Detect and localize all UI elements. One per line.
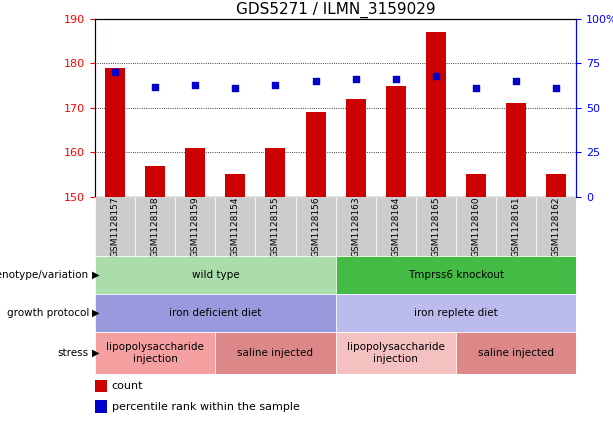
Text: count: count [112, 382, 143, 391]
Text: ▶: ▶ [92, 308, 99, 318]
Bar [175, 197, 215, 256]
Point [471, 85, 481, 92]
Bar [105, 68, 125, 197]
Bar [145, 166, 165, 197]
Text: wild type: wild type [191, 270, 239, 280]
Point [311, 78, 321, 85]
Point [551, 85, 561, 92]
Text: GSM1128157: GSM1128157 [110, 196, 120, 257]
Bar [135, 197, 175, 256]
Bar [95, 256, 336, 294]
Bar [95, 294, 336, 332]
Point [391, 76, 401, 83]
Text: GSM1128164: GSM1128164 [391, 196, 400, 257]
Bar [336, 256, 576, 294]
Text: ▶: ▶ [92, 270, 99, 280]
Text: lipopolysaccharide
injection: lipopolysaccharide injection [106, 342, 204, 364]
Bar [466, 175, 486, 197]
Point [270, 81, 280, 88]
Text: GSM1128156: GSM1128156 [311, 196, 320, 257]
Text: ▶: ▶ [92, 348, 99, 358]
Bar [456, 197, 496, 256]
Text: GSM1128158: GSM1128158 [151, 196, 159, 257]
Text: genotype/variation: genotype/variation [0, 270, 89, 280]
Bar [546, 175, 566, 197]
Text: iron deficient diet: iron deficient diet [169, 308, 262, 318]
Bar [215, 332, 336, 374]
Text: Tmprss6 knockout: Tmprss6 knockout [408, 270, 504, 280]
Bar [336, 294, 576, 332]
Bar [416, 197, 456, 256]
Bar [386, 86, 406, 197]
Text: growth protocol: growth protocol [7, 308, 89, 318]
Bar [536, 197, 576, 256]
Bar [426, 33, 446, 197]
Text: saline injected: saline injected [237, 348, 313, 358]
Text: lipopolysaccharide
injection: lipopolysaccharide injection [347, 342, 444, 364]
Bar [95, 197, 135, 256]
Bar [295, 197, 336, 256]
Bar [215, 197, 256, 256]
Text: GSM1128154: GSM1128154 [231, 196, 240, 257]
Bar [226, 175, 245, 197]
Text: GSM1128163: GSM1128163 [351, 196, 360, 257]
Bar [256, 197, 295, 256]
Bar [376, 197, 416, 256]
Point [191, 81, 200, 88]
Text: stress: stress [58, 348, 89, 358]
Bar [95, 401, 107, 412]
Text: saline injected: saline injected [478, 348, 554, 358]
Point [150, 83, 160, 90]
Bar [456, 332, 576, 374]
Bar [95, 332, 215, 374]
Text: GSM1128159: GSM1128159 [191, 196, 200, 257]
Bar [496, 197, 536, 256]
Text: iron replete diet: iron replete diet [414, 308, 498, 318]
Point [351, 76, 360, 83]
Text: GSM1128155: GSM1128155 [271, 196, 280, 257]
Point [511, 78, 521, 85]
Bar [506, 104, 526, 197]
Text: GSM1128165: GSM1128165 [432, 196, 440, 257]
Title: GDS5271 / ILMN_3159029: GDS5271 / ILMN_3159029 [236, 1, 435, 18]
Text: GSM1128160: GSM1128160 [471, 196, 481, 257]
Text: percentile rank within the sample: percentile rank within the sample [112, 401, 300, 412]
Text: GSM1128161: GSM1128161 [512, 196, 520, 257]
Text: GSM1128162: GSM1128162 [552, 196, 561, 257]
Bar [305, 113, 326, 197]
Bar [336, 332, 456, 374]
Bar [185, 148, 205, 197]
Bar [95, 380, 107, 393]
Bar [265, 148, 286, 197]
Point [110, 69, 120, 76]
Point [431, 72, 441, 79]
Bar [346, 99, 366, 197]
Bar [336, 197, 376, 256]
Point [230, 85, 240, 92]
